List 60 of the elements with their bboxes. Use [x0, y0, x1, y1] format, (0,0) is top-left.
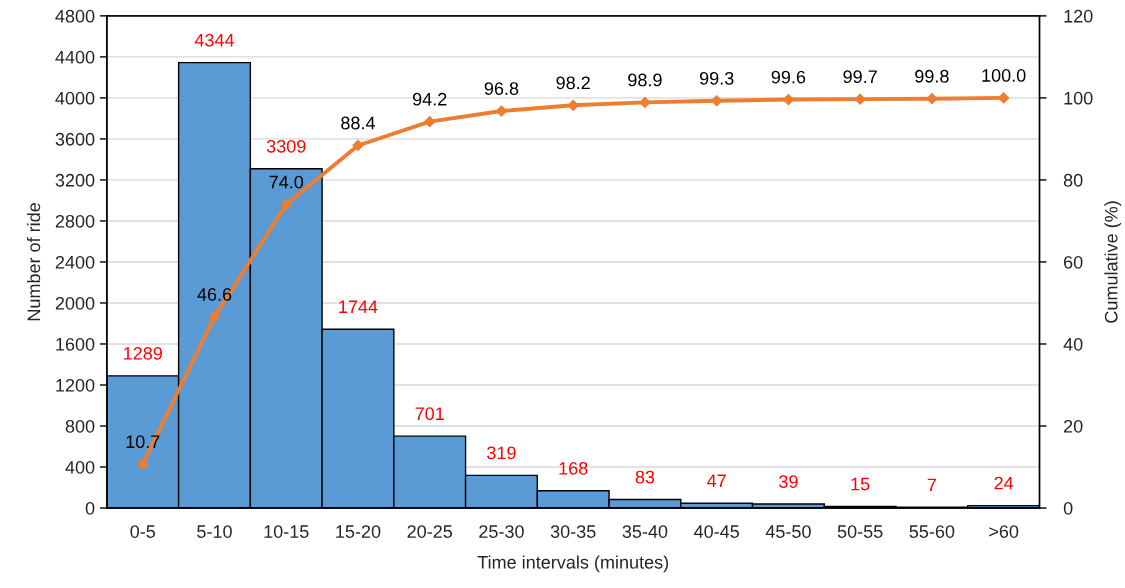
data-label: 701 — [415, 407, 444, 421]
data-label: 1744 — [339, 300, 378, 313]
y-tick-label: 800 — [65, 419, 95, 433]
data-label: 99.6 — [771, 70, 806, 84]
y2-tick-label: 100 — [1064, 91, 1093, 105]
data-label: 88.4 — [341, 116, 376, 130]
x-tick-label: 45-50 — [765, 525, 811, 538]
data-label: 99.3 — [699, 71, 734, 85]
x-tick-label: 5-10 — [197, 525, 232, 538]
x-tick-label: 35-40 — [622, 525, 668, 538]
y2-axis-title: Cumulative (%) — [1104, 201, 1122, 323]
x-tick-label: 25-30 — [479, 525, 524, 538]
x-tick-label: 40-45 — [694, 525, 739, 538]
x-tick-label: 20-25 — [407, 525, 453, 538]
data-label: 4344 — [194, 33, 235, 47]
data-label: 24 — [994, 476, 1014, 490]
y-tick-label: 3600 — [55, 132, 95, 146]
x-tick-label: 15-20 — [336, 525, 381, 538]
x-tick-label: 55-60 — [909, 525, 955, 538]
data-label: 94.2 — [412, 92, 447, 106]
y-tick-label: 1600 — [56, 337, 95, 351]
data-label: 99.8 — [915, 69, 949, 83]
y2-tick-label: 20 — [1064, 419, 1083, 433]
data-label: 3309 — [266, 139, 306, 153]
x-tick-label: 10-15 — [264, 525, 309, 538]
data-label: 1289 — [124, 347, 162, 360]
x-tick-label: 50-55 — [837, 525, 883, 538]
y-tick-label: 2400 — [55, 255, 95, 269]
y2-tick-label: 60 — [1064, 255, 1083, 269]
data-label: 39 — [779, 475, 798, 488]
y-axis-title: Number of ride — [26, 203, 41, 321]
data-label: 319 — [487, 446, 516, 460]
x-tick-label: 0-5 — [130, 525, 156, 538]
x-tick-label: >60 — [989, 525, 1019, 538]
y2-tick-label: 120 — [1064, 9, 1093, 23]
data-label: 98.9 — [628, 73, 662, 87]
y-tick-label: 2000 — [55, 296, 95, 310]
data-label: 47 — [707, 474, 726, 487]
x-axis-title: Time intervals (minutes) — [477, 555, 669, 573]
y-tick-label: 2800 — [55, 214, 95, 228]
y-tick-label: 0 — [85, 501, 95, 515]
y2-tick-label: 80 — [1063, 173, 1083, 187]
data-label: 96.8 — [484, 82, 519, 95]
y2-tick-label: 40 — [1063, 337, 1083, 351]
data-label: 100.0 — [982, 69, 1026, 82]
data-label: 74.0 — [269, 175, 304, 189]
y-tick-label: 1200 — [56, 378, 95, 392]
data-label: 98.2 — [556, 76, 590, 90]
x-tick-label: 30-35 — [550, 525, 596, 538]
y-tick-label: 3200 — [55, 173, 95, 187]
y2-tick-label: 0 — [1063, 501, 1073, 515]
y-tick-label: 4400 — [55, 50, 95, 64]
y-tick-label: 400 — [65, 460, 95, 474]
data-label: 168 — [559, 461, 588, 475]
data-label: 83 — [635, 470, 655, 484]
data-label: 15 — [851, 477, 870, 491]
data-label: 7 — [927, 478, 936, 492]
data-label: 99.7 — [843, 70, 877, 84]
y-tick-label: 4000 — [55, 91, 95, 105]
y-tick-label: 4800 — [55, 9, 95, 23]
